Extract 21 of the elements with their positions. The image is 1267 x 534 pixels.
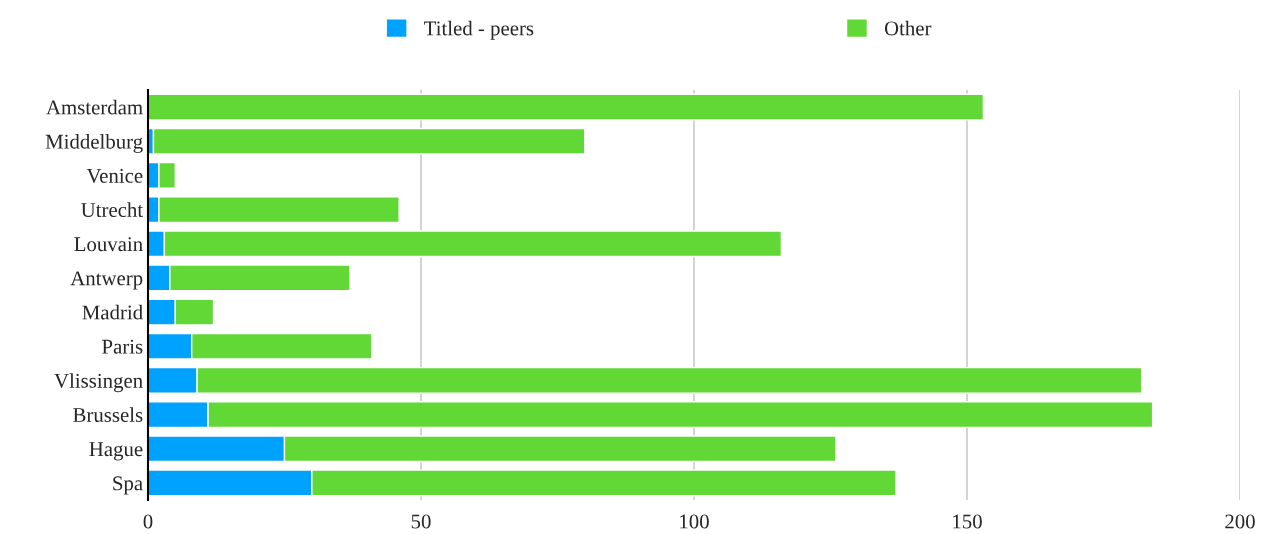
y-tick-label: Louvain (74, 237, 143, 252)
y-tick-label: Venice (86, 168, 143, 183)
y-tick-label: Spa (113, 476, 143, 495)
y-tick-label: Brussels (73, 407, 143, 423)
x-tick-label: 150 (953, 514, 982, 529)
x-tick-label: 100 (680, 514, 709, 529)
y-tick-label: Middelburg (45, 134, 143, 153)
legend-label: Other (884, 20, 932, 36)
x-tick-label: 200 (1225, 514, 1255, 529)
bar (148, 93, 985, 121)
y-tick-label: Utrecht (81, 202, 144, 218)
y-tick-label: Madrid (82, 304, 143, 320)
y-tick-label: Amsterdam (46, 99, 143, 115)
y-tick-label: Antwerp (70, 271, 143, 290)
x-tick-label: 0 (143, 514, 153, 529)
x-tick-label: 50 (411, 514, 431, 529)
y-tick-label: Vlissingen (54, 373, 143, 393)
bar (152, 127, 586, 155)
y-tick-label: Paris (102, 339, 143, 354)
legend-label: Titled - peers (424, 20, 534, 40)
y-tick-label: Hague (89, 442, 143, 461)
